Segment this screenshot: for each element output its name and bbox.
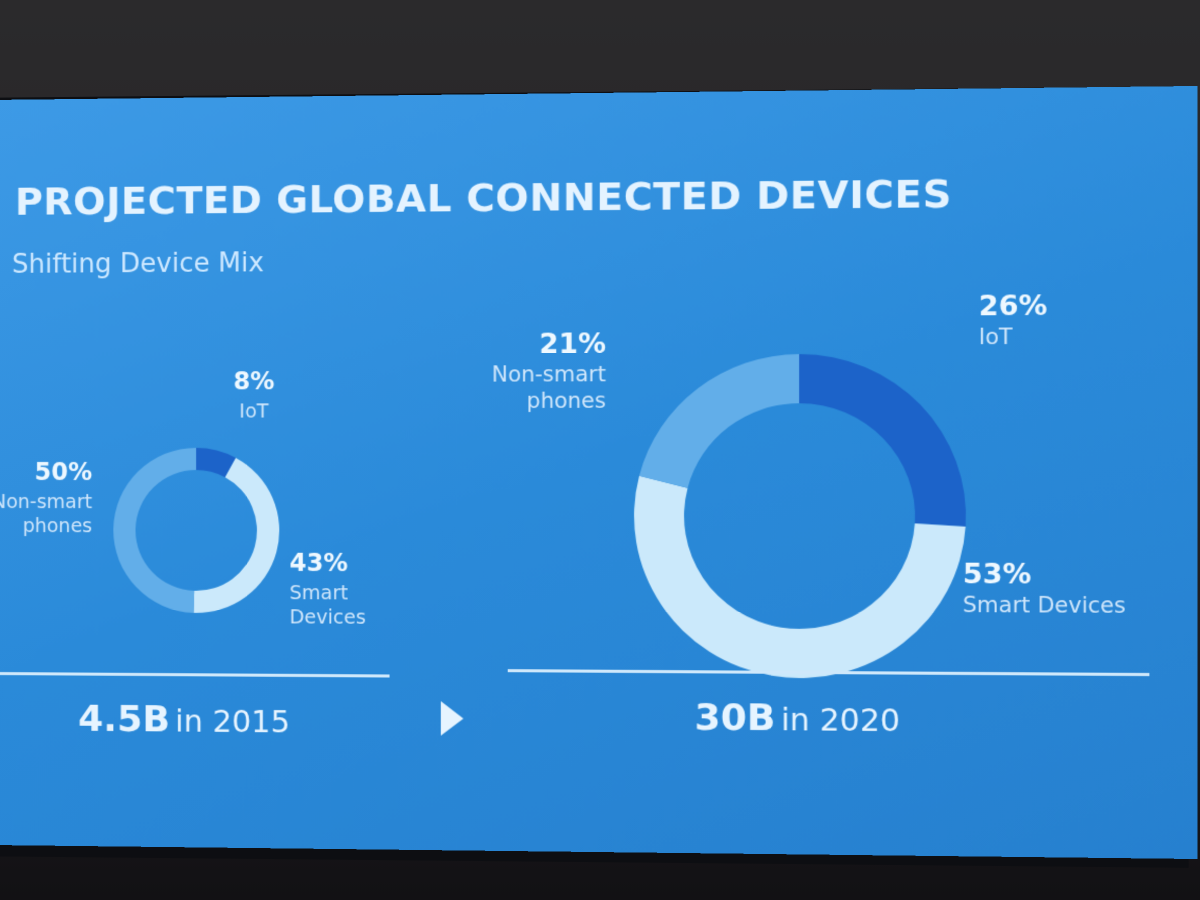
donut-2015-slice-iot (196, 447, 236, 478)
donut-2015-label-smart-devices: Devices (289, 606, 365, 629)
slide: PROJECTED GLOBAL CONNECTED DEVICES Shift… (0, 85, 1198, 860)
donut-2015-label-iot: IoT (239, 400, 269, 422)
donut-2020-label-non-smart-phones: phones (527, 388, 606, 413)
arrow-right-icon (440, 701, 464, 736)
donut-2020-label-smart-devices: Smart Devices (963, 593, 1126, 618)
donut-2015-label-non-smart-phones: phones (23, 515, 93, 537)
donut-2020-value-iot: 26% (979, 290, 1048, 322)
donut-2015-value-iot: 8% (233, 367, 274, 395)
donut-2015-slice-smart-devices (193, 457, 280, 614)
donut-2020-label-iot: IoT (979, 324, 1013, 349)
donut-2020-value-non-smart-phones: 21% (539, 328, 606, 360)
total-2020-label: in 2020 (780, 702, 901, 740)
donut-2015-value-non-smart-phones: 50% (35, 458, 93, 486)
donut-2020-slice-iot (799, 353, 966, 527)
total-2020-value: 30B (694, 696, 776, 740)
donut-2015-slice-non-smart-phones (113, 447, 197, 613)
total-2015: 4.5B in 2015 (78, 699, 290, 742)
donut-2020-value-smart-devices: 53% (963, 559, 1032, 591)
donut-2015-label-smart-devices: Smart (289, 582, 348, 604)
total-2015-value: 4.5B (78, 698, 171, 741)
total-2020: 30B in 2020 (694, 697, 900, 741)
donut-2015-value-smart-devices: 43% (289, 549, 348, 577)
total-2015-label: in 2015 (175, 704, 291, 741)
donut-charts: 8%IoT43%SmartDevices50%Non-smartphones26… (0, 290, 1126, 680)
donut-2015-label-non-smart-phones: Non-smart (0, 491, 92, 513)
donut-2020-slice-smart-devices (634, 475, 966, 680)
projection-screen: PROJECTED GLOBAL CONNECTED DEVICES Shift… (0, 85, 1198, 860)
donut-2020-slice-non-smart-phones (639, 354, 800, 489)
donut-2020-label-non-smart-phones: Non-smart (492, 362, 606, 387)
